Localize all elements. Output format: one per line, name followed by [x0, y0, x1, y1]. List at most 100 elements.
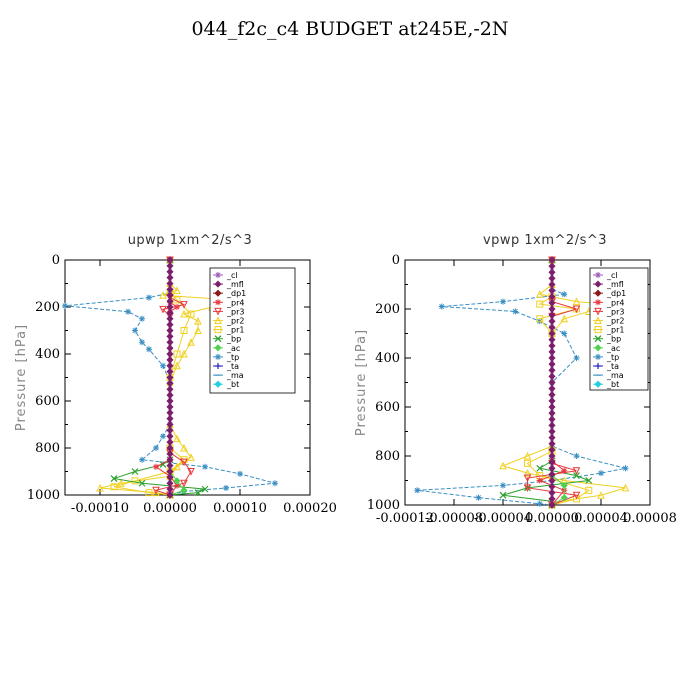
legend-label: _ta — [226, 362, 239, 371]
data-point — [560, 494, 568, 502]
zero-marker — [548, 287, 556, 295]
legend-marker — [594, 316, 602, 324]
zero-marker — [548, 360, 556, 368]
legend-label: _ma — [606, 371, 624, 380]
data-point — [272, 480, 278, 487]
data-point — [499, 461, 507, 470]
y-tick-label: 0 — [52, 253, 60, 268]
legend: _cl_mfl_dp1_pr4_pr3_pr2_pr1_bp_ac_tp_ta_… — [209, 267, 296, 394]
zero-marker — [548, 489, 556, 497]
data-point — [110, 475, 118, 482]
legend-marker — [214, 280, 222, 288]
zero-marker — [548, 501, 556, 509]
legend-label: _tp — [606, 353, 619, 362]
data-point — [131, 477, 139, 485]
zero-marker — [548, 391, 556, 399]
data-point — [585, 486, 593, 494]
legend-marker — [214, 344, 222, 352]
legend-marker — [215, 299, 221, 306]
y-axis-label: Pressure [hPa] — [354, 329, 369, 436]
legend-label: _bp — [606, 335, 621, 344]
data-point — [173, 286, 181, 295]
data-point — [187, 453, 195, 461]
zero-marker — [166, 397, 174, 405]
panel-title: upwp 1xm^2/s^3 — [128, 233, 253, 248]
data-point — [187, 338, 195, 346]
zero-marker — [548, 434, 556, 442]
zero-marker — [166, 403, 174, 411]
data-point — [561, 467, 568, 474]
data-point — [160, 433, 166, 440]
data-point — [180, 486, 188, 494]
data-point — [180, 479, 188, 488]
x-tick-label: 0.00008 — [623, 511, 677, 526]
zero-marker — [548, 421, 556, 429]
zero-marker — [548, 397, 556, 405]
legend-label: _dp1 — [226, 289, 246, 298]
panel-2: vpwp 1xm^2/s^3 Pressure [hPa] 0 200 400 600 80… — [354, 233, 677, 526]
y-tick-label: 400 — [375, 351, 400, 366]
data-point — [499, 491, 507, 499]
data-point — [573, 453, 580, 459]
data-point — [131, 468, 139, 475]
zero-marker — [166, 415, 174, 423]
data-point — [180, 458, 188, 467]
zero-marker — [166, 268, 174, 276]
data-point — [117, 479, 125, 487]
page-title: 044_f2c_c4 BUDGET at245E,-2N — [191, 18, 509, 40]
data-point — [500, 298, 506, 305]
legend-marker — [215, 363, 221, 369]
legend-marker — [595, 299, 601, 306]
zero-marker — [548, 336, 556, 344]
data-point — [139, 315, 145, 322]
zero-marker — [548, 409, 556, 417]
zero-marker — [548, 305, 556, 313]
legend-label: _pr3 — [226, 307, 244, 316]
zero-marker — [166, 274, 174, 282]
legend: _cl_mfl_dp1_pr4_pr3_pr2_pr1_bp_ac_tp_ta_… — [589, 267, 649, 391]
data-point — [194, 326, 202, 334]
legend-label: _cl — [606, 271, 618, 280]
data-point — [237, 470, 243, 477]
y-tick-label: 800 — [375, 449, 400, 464]
data-point — [597, 491, 605, 499]
legend-label: _pr2 — [606, 317, 624, 326]
data-point — [180, 349, 188, 358]
data-point — [561, 291, 568, 298]
data-point — [194, 489, 202, 497]
zero-marker — [166, 391, 174, 399]
legend-marker — [594, 335, 602, 343]
series-pr1 — [110, 256, 195, 499]
series-bp — [110, 256, 209, 499]
data-point — [560, 481, 568, 489]
data-point — [153, 445, 159, 451]
zero-marker — [548, 348, 556, 356]
y-tick-label: 200 — [35, 300, 60, 315]
zero-marker — [548, 372, 556, 380]
data-point — [523, 469, 532, 477]
legend-label: _pr4 — [606, 298, 624, 307]
data-point — [572, 297, 581, 306]
zero-marker — [548, 274, 556, 282]
data-point — [621, 483, 630, 492]
data-point — [139, 456, 145, 463]
zero-marker — [548, 385, 556, 393]
zero-marker — [166, 385, 174, 393]
zero-marker — [548, 268, 556, 276]
zero-marker — [166, 344, 174, 352]
zero-marker — [166, 491, 174, 499]
legend-marker — [214, 326, 222, 334]
legend-marker — [214, 380, 222, 388]
zero-marker — [548, 403, 556, 411]
zero-marker — [166, 362, 174, 370]
zero-marker — [166, 321, 174, 329]
zero-line-markers — [166, 256, 174, 499]
legend-label: _bt — [606, 380, 619, 389]
data-point — [598, 470, 604, 477]
legend-marker — [594, 380, 602, 388]
data-point — [138, 479, 146, 487]
legend-marker — [214, 335, 222, 343]
zero-marker — [548, 427, 556, 436]
data-point — [622, 465, 629, 472]
